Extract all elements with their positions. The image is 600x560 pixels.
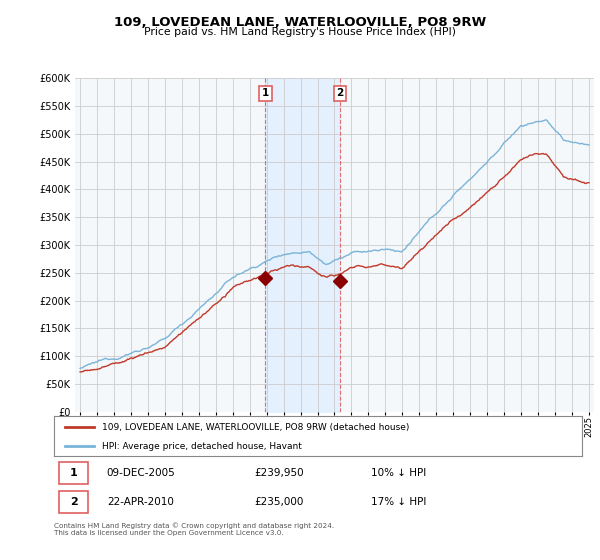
Text: 10% ↓ HPI: 10% ↓ HPI	[371, 468, 426, 478]
Text: 22-APR-2010: 22-APR-2010	[107, 497, 173, 507]
Text: 109, LOVEDEAN LANE, WATERLOOVILLE, PO8 9RW: 109, LOVEDEAN LANE, WATERLOOVILLE, PO8 9…	[114, 16, 486, 29]
Text: £235,000: £235,000	[254, 497, 304, 507]
Text: 09-DEC-2005: 09-DEC-2005	[107, 468, 176, 478]
Text: 1: 1	[70, 468, 77, 478]
Text: 1: 1	[262, 88, 269, 99]
Text: 2: 2	[70, 497, 77, 507]
Text: 109, LOVEDEAN LANE, WATERLOOVILLE, PO8 9RW (detached house): 109, LOVEDEAN LANE, WATERLOOVILLE, PO8 9…	[101, 423, 409, 432]
FancyBboxPatch shape	[59, 461, 88, 484]
Text: 17% ↓ HPI: 17% ↓ HPI	[371, 497, 426, 507]
FancyBboxPatch shape	[59, 491, 88, 514]
Text: £239,950: £239,950	[254, 468, 304, 478]
Text: Price paid vs. HM Land Registry's House Price Index (HPI): Price paid vs. HM Land Registry's House …	[144, 27, 456, 37]
Text: Contains HM Land Registry data © Crown copyright and database right 2024.
This d: Contains HM Land Registry data © Crown c…	[54, 522, 334, 535]
Text: 2: 2	[336, 88, 343, 99]
Text: HPI: Average price, detached house, Havant: HPI: Average price, detached house, Hava…	[101, 442, 301, 451]
